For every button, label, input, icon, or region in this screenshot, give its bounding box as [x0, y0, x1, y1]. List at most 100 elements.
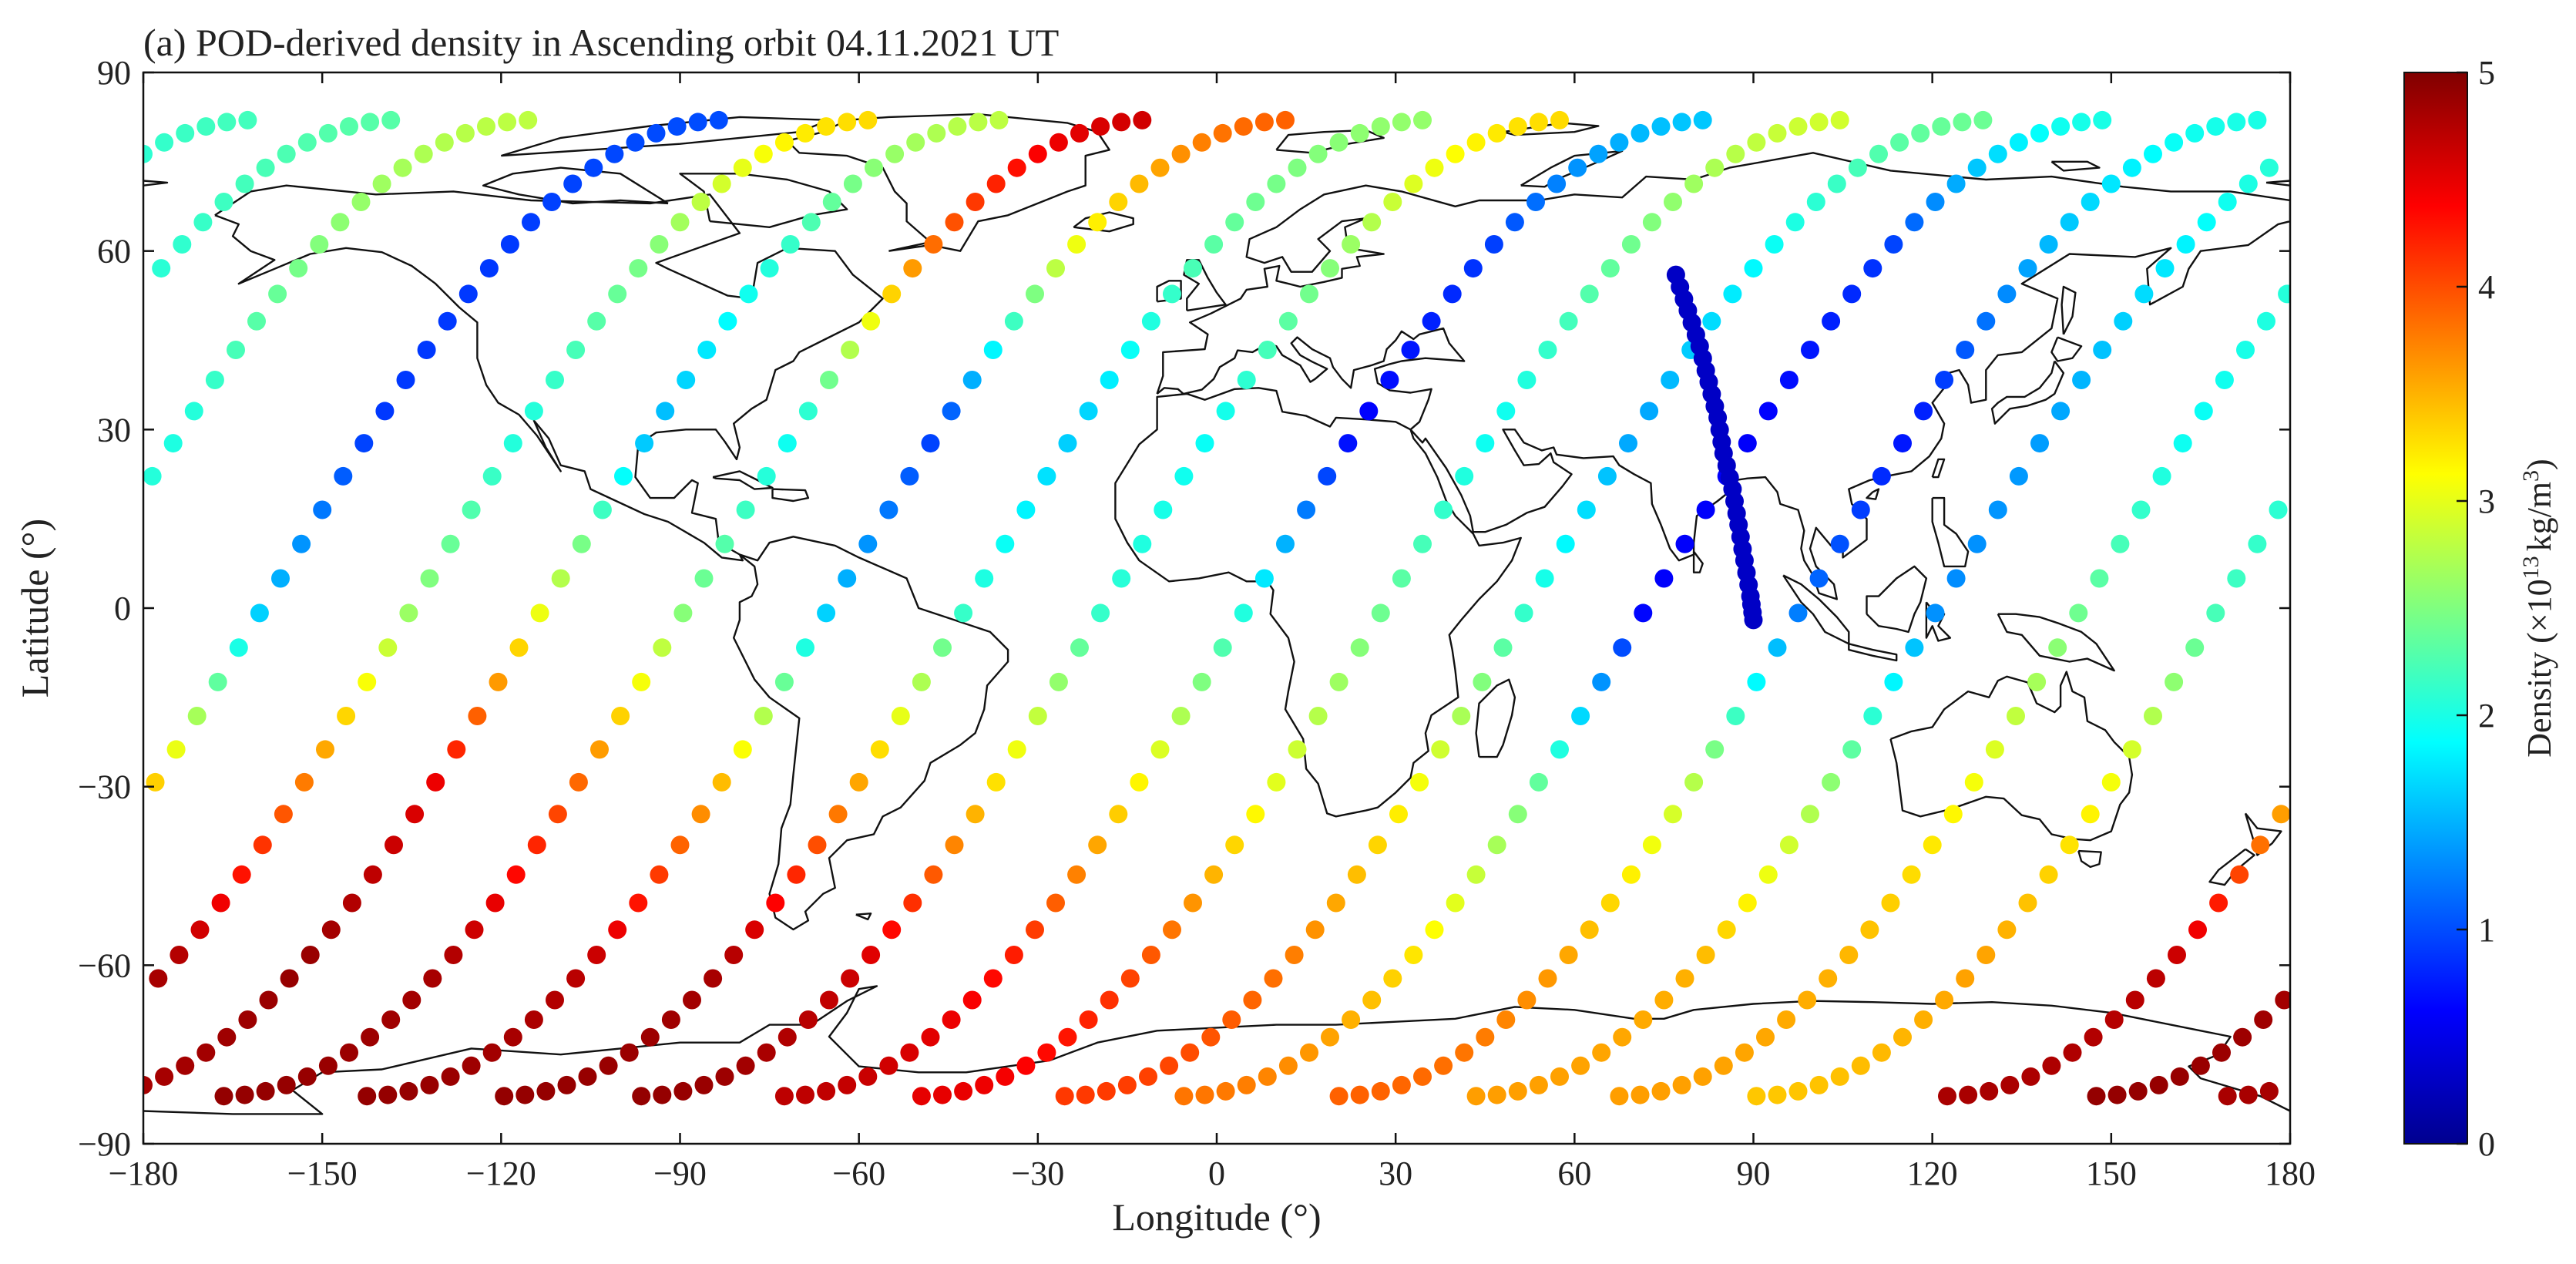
density-point	[1192, 672, 1211, 691]
density-point	[1977, 946, 1996, 964]
density-point	[2042, 1056, 2061, 1075]
density-point	[2165, 672, 2184, 691]
y-tick-label: 60	[97, 233, 131, 271]
x-tick-label: 180	[2265, 1155, 2316, 1192]
density-point	[274, 805, 293, 824]
density-point	[1977, 311, 1996, 331]
density-point	[1067, 865, 1086, 884]
density-point	[1571, 1056, 1590, 1075]
density-point	[444, 946, 463, 964]
density-point	[2021, 1067, 2040, 1086]
density-point	[259, 990, 278, 1010]
density-point	[774, 672, 794, 691]
density-point	[593, 500, 612, 519]
density-point	[694, 1075, 714, 1094]
density-point	[1133, 534, 1152, 553]
density-point	[1905, 638, 1924, 657]
density-point	[1529, 772, 1548, 792]
density-point	[2257, 311, 2275, 331]
density-point	[1368, 835, 1387, 855]
coastline	[1931, 458, 1946, 479]
density-point	[704, 969, 723, 988]
density-point	[1779, 835, 1798, 855]
density-point	[572, 534, 591, 553]
density-point	[1297, 500, 1316, 519]
density-point	[2173, 434, 2192, 453]
density-point	[482, 1043, 502, 1062]
density-point	[2090, 569, 2109, 588]
density-point	[587, 311, 606, 331]
density-point	[1756, 1027, 1775, 1047]
density-point	[1431, 740, 1450, 759]
x-axis: −180 −150 −120 −90 −60 −30 0 30 60 90 120 150 180	[109, 72, 2316, 1192]
density-point	[1651, 1081, 1671, 1101]
density-point	[1276, 110, 1295, 129]
density-point	[536, 1081, 556, 1101]
density-point	[399, 603, 418, 623]
density-point	[2259, 1081, 2279, 1101]
colorbar-label-exponent-2: 3	[2518, 470, 2544, 482]
density-point	[193, 213, 213, 232]
density-point	[289, 259, 308, 278]
density-point	[1109, 805, 1128, 824]
density-point	[1768, 123, 1787, 143]
density-point	[2007, 707, 2025, 725]
density-point	[778, 434, 797, 453]
density-point	[1100, 990, 1119, 1010]
density-point	[1672, 1075, 1691, 1094]
density-point	[1884, 235, 1903, 254]
density-point	[1580, 284, 1599, 304]
density-point	[1747, 672, 1766, 691]
density-point	[2069, 603, 2088, 623]
density-point	[1213, 638, 1232, 657]
density-point	[635, 434, 654, 453]
density-point	[1580, 920, 1599, 940]
density-point	[1768, 1085, 1787, 1104]
coastline	[1997, 613, 2115, 672]
density-point	[820, 371, 838, 389]
density-point	[381, 1010, 401, 1029]
density-point	[900, 466, 919, 486]
density-point	[1413, 110, 1432, 129]
density-point	[2238, 1085, 2258, 1104]
density-point	[1980, 1081, 1999, 1101]
density-point	[632, 672, 651, 691]
density-point	[620, 1043, 639, 1062]
density-point	[546, 371, 564, 389]
coastline	[1931, 496, 1970, 568]
density-point	[1184, 893, 1202, 913]
density-point	[1150, 740, 1170, 759]
density-point	[1091, 117, 1110, 136]
density-point	[1466, 1087, 1486, 1106]
density-point	[1959, 1085, 1978, 1104]
density-point	[1631, 123, 1650, 143]
density-point	[766, 893, 785, 913]
density-point	[796, 1085, 814, 1104]
density-point	[1714, 1056, 1733, 1075]
density-point	[1559, 311, 1578, 331]
density-point	[1392, 113, 1411, 132]
density-point	[975, 1075, 994, 1094]
density-point	[1120, 341, 1140, 359]
density-point	[1434, 500, 1453, 519]
density-point	[1988, 500, 2007, 519]
density-point	[1254, 113, 1274, 132]
density-point	[1550, 110, 1569, 129]
density-point	[208, 672, 227, 691]
density-point	[1171, 707, 1191, 725]
density-point	[1371, 117, 1390, 136]
density-point	[912, 672, 931, 691]
density-point	[569, 772, 588, 792]
density-point	[1026, 920, 1044, 940]
density-point	[986, 174, 1006, 193]
density-point	[1851, 1056, 1870, 1075]
density-point	[2227, 569, 2246, 588]
density-point	[1997, 284, 2017, 304]
density-point	[1267, 174, 1286, 193]
density-point	[2051, 402, 2071, 421]
density-point	[1946, 569, 1966, 588]
density-point	[2185, 123, 2205, 143]
density-point	[754, 144, 773, 163]
density-point	[1476, 434, 1495, 453]
